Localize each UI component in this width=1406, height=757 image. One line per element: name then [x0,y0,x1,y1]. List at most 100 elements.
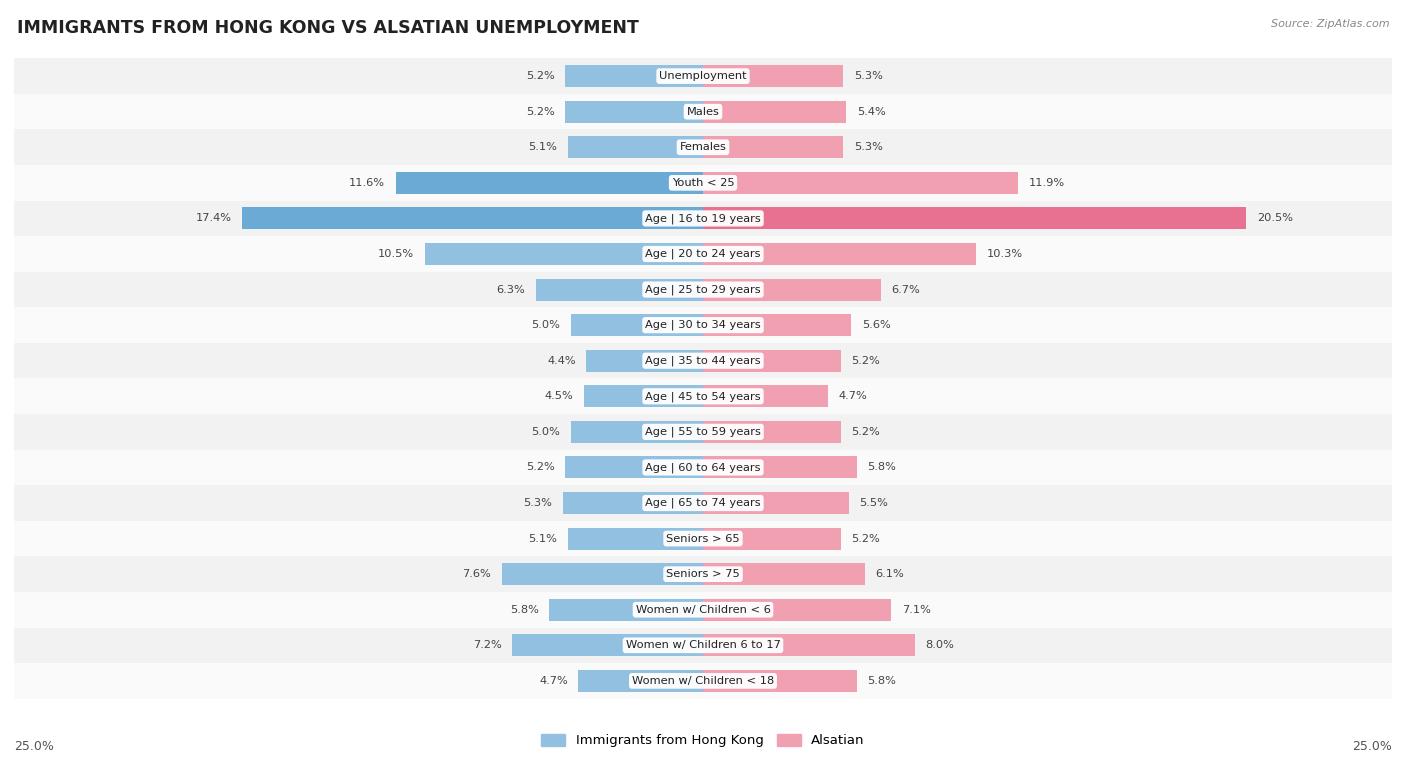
Text: 4.7%: 4.7% [838,391,868,401]
Text: Youth < 25: Youth < 25 [672,178,734,188]
Bar [0,307,1406,343]
Bar [583,385,703,407]
Text: 5.3%: 5.3% [853,142,883,152]
Bar [0,485,1406,521]
Text: 8.0%: 8.0% [925,640,955,650]
Bar [0,94,1406,129]
Text: Age | 55 to 59 years: Age | 55 to 59 years [645,427,761,437]
Text: Age | 16 to 19 years: Age | 16 to 19 years [645,213,761,223]
Bar [536,279,703,301]
Bar [0,521,1406,556]
Bar [703,670,856,692]
Text: Age | 30 to 34 years: Age | 30 to 34 years [645,320,761,330]
Bar [703,101,846,123]
Bar [703,385,828,407]
Bar [703,492,849,514]
Bar [703,207,1246,229]
Bar [703,456,856,478]
Text: IMMIGRANTS FROM HONG KONG VS ALSATIAN UNEMPLOYMENT: IMMIGRANTS FROM HONG KONG VS ALSATIAN UN… [17,19,638,37]
Text: Source: ZipAtlas.com: Source: ZipAtlas.com [1271,19,1389,29]
Text: Age | 35 to 44 years: Age | 35 to 44 years [645,356,761,366]
Bar [0,272,1406,307]
Text: Unemployment: Unemployment [659,71,747,81]
Bar [703,65,844,87]
Text: 5.1%: 5.1% [529,142,557,152]
Bar [571,421,703,443]
Bar [0,129,1406,165]
Text: Age | 25 to 29 years: Age | 25 to 29 years [645,285,761,294]
Bar [512,634,703,656]
Text: 20.5%: 20.5% [1257,213,1292,223]
Bar [502,563,703,585]
Text: 5.6%: 5.6% [862,320,891,330]
Text: 7.1%: 7.1% [901,605,931,615]
Text: 11.6%: 11.6% [349,178,385,188]
Bar [395,172,703,194]
Bar [0,378,1406,414]
Text: 7.6%: 7.6% [463,569,491,579]
Text: 5.3%: 5.3% [853,71,883,81]
Bar [0,343,1406,378]
Bar [568,528,703,550]
Bar [0,450,1406,485]
Text: 5.8%: 5.8% [868,676,896,686]
Text: 5.2%: 5.2% [526,463,554,472]
Bar [425,243,703,265]
Bar [562,492,703,514]
Text: Age | 65 to 74 years: Age | 65 to 74 years [645,498,761,508]
Text: 5.8%: 5.8% [868,463,896,472]
Bar [571,314,703,336]
Bar [565,65,703,87]
Text: Age | 45 to 54 years: Age | 45 to 54 years [645,391,761,401]
Bar [703,136,844,158]
Bar [578,670,703,692]
Bar [703,172,1018,194]
Bar [568,136,703,158]
Text: 5.5%: 5.5% [859,498,889,508]
Text: 25.0%: 25.0% [14,740,53,752]
Bar [0,58,1406,94]
Bar [0,236,1406,272]
Bar [703,563,865,585]
Text: Age | 20 to 24 years: Age | 20 to 24 years [645,249,761,259]
Text: 5.2%: 5.2% [526,107,554,117]
Text: 6.3%: 6.3% [496,285,526,294]
Bar [703,421,841,443]
Text: Women w/ Children < 18: Women w/ Children < 18 [631,676,775,686]
Text: Males: Males [686,107,720,117]
Bar [565,456,703,478]
Bar [0,663,1406,699]
Bar [0,414,1406,450]
Text: 5.3%: 5.3% [523,498,553,508]
Bar [565,101,703,123]
Text: 17.4%: 17.4% [195,213,232,223]
Text: 5.4%: 5.4% [856,107,886,117]
Text: 6.7%: 6.7% [891,285,920,294]
Bar [586,350,703,372]
Text: 5.2%: 5.2% [852,356,880,366]
Bar [242,207,703,229]
Bar [703,599,891,621]
Text: 5.2%: 5.2% [526,71,554,81]
Text: 4.7%: 4.7% [538,676,568,686]
Bar [0,201,1406,236]
Text: 5.1%: 5.1% [529,534,557,544]
Text: 5.2%: 5.2% [852,534,880,544]
Text: Age | 60 to 64 years: Age | 60 to 64 years [645,463,761,472]
Text: Women w/ Children 6 to 17: Women w/ Children 6 to 17 [626,640,780,650]
Bar [0,165,1406,201]
Text: 10.3%: 10.3% [987,249,1022,259]
Text: 4.4%: 4.4% [547,356,576,366]
Text: 4.5%: 4.5% [544,391,574,401]
Text: Women w/ Children < 6: Women w/ Children < 6 [636,605,770,615]
Text: 11.9%: 11.9% [1029,178,1066,188]
Bar [0,556,1406,592]
Bar [703,279,880,301]
Text: 7.2%: 7.2% [472,640,502,650]
Bar [703,243,976,265]
Text: 5.0%: 5.0% [531,427,560,437]
Legend: Immigrants from Hong Kong, Alsatian: Immigrants from Hong Kong, Alsatian [536,728,870,752]
Text: 5.8%: 5.8% [510,605,538,615]
Text: 5.2%: 5.2% [852,427,880,437]
Text: Seniors > 75: Seniors > 75 [666,569,740,579]
